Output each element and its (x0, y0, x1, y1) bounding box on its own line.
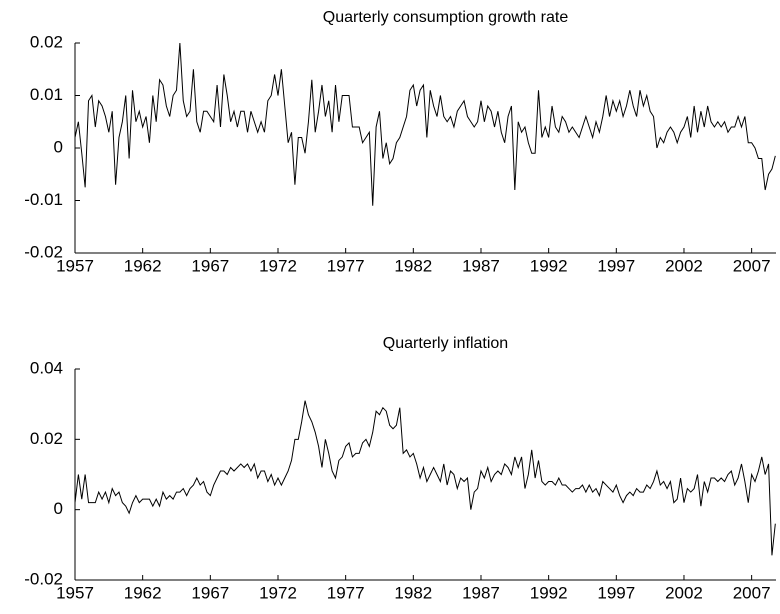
y-tick-label: 0.02 (30, 429, 63, 448)
x-tick-label: 1967 (191, 256, 229, 275)
x-tick-label: 1987 (462, 256, 500, 275)
x-tick-label: 1957 (56, 583, 94, 602)
x-tick-label: 1962 (124, 583, 162, 602)
x-tick-label: 1982 (394, 256, 432, 275)
y-tick-label: 0.04 (30, 358, 63, 377)
x-tick-label: 1987 (462, 583, 500, 602)
x-tick-label: 1992 (530, 256, 568, 275)
chart-title: Quarterly inflation (383, 335, 508, 352)
x-tick-label: 1962 (124, 256, 162, 275)
x-tick-label: 1997 (597, 583, 635, 602)
x-tick-label: 1972 (259, 256, 297, 275)
y-tick-label: -0.02 (24, 242, 63, 261)
x-tick-label: 1972 (259, 583, 297, 602)
y-tick-label: -0.02 (24, 569, 63, 588)
x-tick-label: 2007 (733, 583, 771, 602)
chart-title: Quarterly consumption growth rate (323, 9, 569, 26)
y-tick-label: -0.01 (24, 190, 63, 209)
data-line (74, 42, 776, 206)
y-tick-label: 0.01 (30, 85, 63, 104)
x-tick-label: 1967 (191, 583, 229, 602)
x-tick-label: 2007 (733, 256, 771, 275)
y-tick-label: 0 (54, 499, 63, 518)
x-tick-label: 1992 (530, 583, 568, 602)
x-tick-label: 2002 (665, 583, 703, 602)
y-tick-label: 0.02 (30, 32, 63, 51)
x-tick-label: 2002 (665, 256, 703, 275)
x-tick-label: 1977 (327, 583, 365, 602)
x-tick-label: 1997 (597, 256, 635, 275)
x-tick-label: 1977 (327, 256, 365, 275)
y-tick-label: 0 (54, 137, 63, 156)
x-tick-label: 1957 (56, 256, 94, 275)
data-line (74, 400, 776, 556)
x-tick-label: 1982 (394, 583, 432, 602)
